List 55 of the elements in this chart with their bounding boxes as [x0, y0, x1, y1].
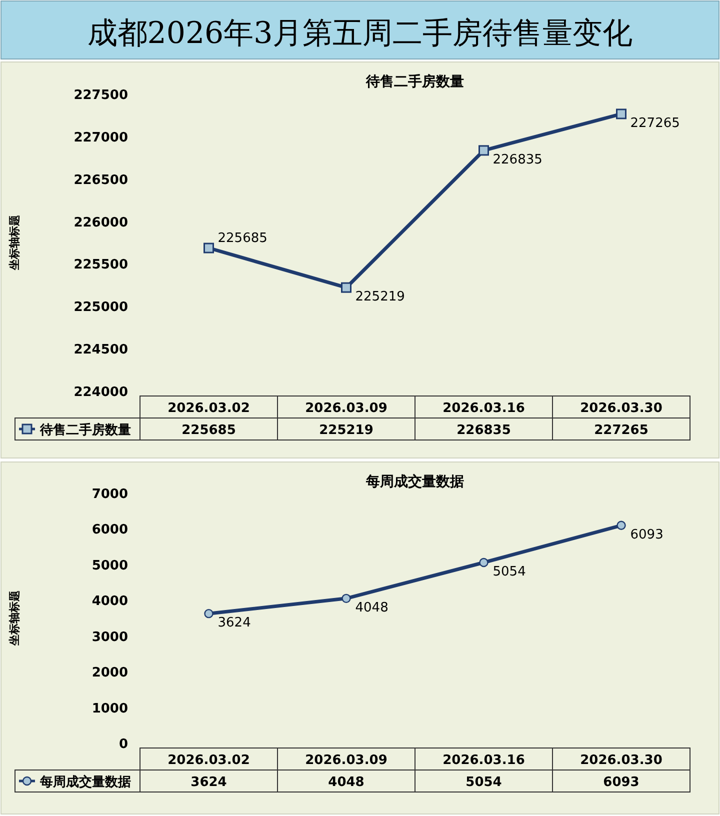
legend-label: 待售二手房数量 — [39, 422, 131, 438]
x-tick-label: 2026.03.02 — [168, 753, 250, 768]
y-tick-label: 1000 — [92, 701, 128, 716]
point — [616, 108, 626, 120]
annotation: 225219 — [355, 290, 405, 305]
data-label: 226835 — [456, 423, 511, 438]
y-tick-label: 6000 — [92, 522, 128, 538]
point — [479, 558, 488, 568]
y-tick-label: 3000 — [92, 630, 128, 645]
y-tick-label: 226500 — [74, 172, 128, 188]
point — [342, 594, 351, 604]
x-tick-label: 2026.03.16 — [442, 753, 525, 768]
y-axis-title: 坐标轴标题 — [8, 590, 21, 646]
y-tick-label: 226000 — [74, 215, 128, 230]
y-tick-label: 224500 — [74, 342, 128, 358]
annotation: 227265 — [630, 116, 680, 131]
annotation: 6093 — [630, 527, 664, 542]
annotation: 226835 — [492, 152, 542, 168]
y-tick-label: 227500 — [74, 88, 128, 103]
x-tick-label: 2026.03.09 — [305, 401, 388, 416]
y-tick-label: 227000 — [74, 130, 128, 146]
data-label: 227265 — [594, 423, 648, 438]
data-label: 6093 — [603, 775, 640, 790]
legend-label: 每周成交量数据 — [39, 774, 131, 790]
chart-title: 待售二手房数量 — [365, 73, 464, 90]
x-tick-label: 2026.03.30 — [580, 401, 662, 416]
point — [341, 282, 352, 293]
y-tick-label: 2000 — [92, 666, 128, 681]
y-tick-label: 7000 — [92, 487, 128, 502]
x-tick-label: 2026.03.02 — [168, 401, 250, 416]
chart-title: 每周成交量数据 — [365, 473, 464, 490]
y-tick-label: 225000 — [74, 300, 128, 316]
point — [204, 608, 214, 618]
point — [478, 145, 489, 156]
annotation: 3624 — [218, 616, 251, 631]
annotation: 225685 — [218, 231, 268, 246]
y-tick-label: 225500 — [74, 258, 128, 273]
data-label: 225685 — [182, 423, 236, 438]
data-label: 3624 — [190, 775, 227, 790]
y-axis-title: 坐标轴标题 — [8, 215, 21, 271]
annotation: 5054 — [492, 564, 526, 580]
y-tick-label: 224000 — [74, 385, 128, 400]
x-tick-label: 2026.03.16 — [442, 401, 525, 416]
y-tick-label: 0 — [118, 737, 128, 752]
y-tick-label: 5000 — [92, 558, 128, 574]
point — [616, 520, 626, 530]
data-label: 5054 — [466, 775, 502, 790]
x-tick-label: 2026.03.30 — [580, 753, 662, 768]
data-label: 4048 — [328, 775, 364, 790]
text: 成都2026年3月第五周二手房待售量变化 — [87, 16, 633, 51]
data-label: 225219 — [319, 423, 374, 438]
annotation: 4048 — [355, 600, 388, 616]
y-tick-label: 4000 — [92, 594, 128, 610]
x-tick-label: 2026.03.09 — [305, 753, 388, 768]
point — [204, 242, 214, 254]
